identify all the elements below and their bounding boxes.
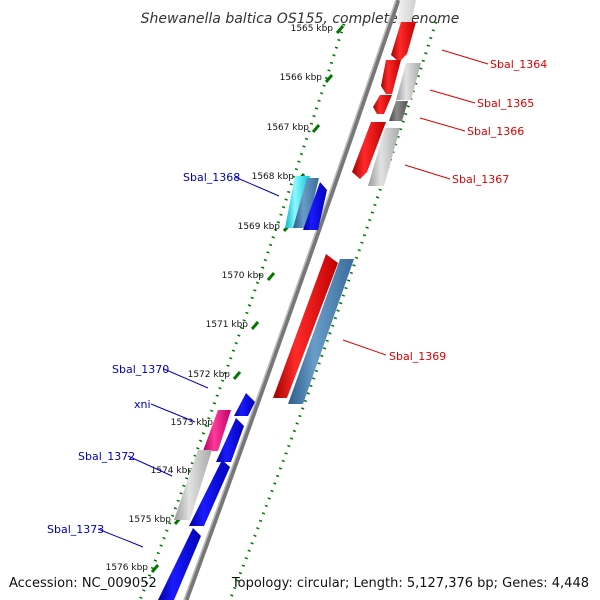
- kbp-tick-mark: [250, 321, 260, 330]
- kbp-tick-mark: [232, 371, 242, 380]
- kbp-tick-label: 1565 kbp: [291, 24, 334, 34]
- genome-backbone: [183, 0, 401, 600]
- genome-summary-text: Topology: circular; Length: 5,127,376 bp…: [231, 576, 589, 591]
- callout-line-sbal-1365: [429, 89, 476, 104]
- kbp-tick-label: 1570 kbp: [222, 271, 265, 281]
- gene-label-sbal-1373[interactable]: Sbal_1373: [47, 523, 104, 536]
- gene-feature-sbal-1369-b: [288, 259, 354, 404]
- gene-feature-sbal-1366-b: [389, 101, 408, 121]
- kbp-tick-label: 1571 kbp: [206, 320, 249, 330]
- callout-line-sbal-1372: [127, 455, 173, 477]
- kbp-tick-mark: [335, 25, 345, 34]
- map-title: Shewanella baltica OS155, complete genom…: [141, 11, 460, 27]
- kbp-tick-mark: [324, 74, 334, 83]
- kbp-tick-label: 1568 kbp: [252, 172, 295, 182]
- callout-line-sbal-1364: [441, 49, 489, 65]
- kbp-tick-label: 1574 kbp: [151, 466, 194, 476]
- kbp-tick-label: 1569 kbp: [238, 222, 281, 232]
- gene-feature-sbal-1367-a: [352, 122, 386, 179]
- genome-backbone-highlight: [183, 0, 397, 600]
- gene-label-sbal-1366[interactable]: Sbal_1366: [467, 125, 524, 138]
- gene-label-sbal-1368[interactable]: Sbal_1368: [183, 171, 240, 184]
- callout-line-sbal-1367: [404, 164, 451, 180]
- gene-label-sbal-1372[interactable]: Sbal_1372: [78, 450, 135, 463]
- gene-label-sbal-1364[interactable]: Sbal_1364: [490, 58, 547, 71]
- kbp-tick-mark: [311, 124, 321, 133]
- kbp-tick-label: 1567 kbp: [267, 123, 310, 133]
- kbp-tick-label: 1573 kbp: [171, 418, 214, 428]
- gene-feature-sbal-1368-c: [303, 182, 327, 230]
- gene-feature-sbal-1364: [391, 22, 416, 62]
- gene-label-sbal-1365[interactable]: Sbal_1365: [477, 97, 534, 110]
- callout-line-sbal-1368: [234, 176, 280, 197]
- gene-feature-sbal-1373: [158, 528, 201, 600]
- gene-feature-sbal-1364-top: [396, 0, 416, 24]
- tick-layer: 1565 kbp 1566 kbp 1567 kbp 1568 kbp 1569 kbp…: [106, 24, 345, 573]
- kbp-tick-mark: [266, 272, 276, 281]
- gene-label-sbal-1369[interactable]: Sbal_1369: [389, 350, 446, 363]
- gene-feature-sbal-1370: [234, 393, 255, 416]
- callout-line-sbal-1373: [97, 528, 144, 548]
- kbp-tick-label: 1575 kbp: [129, 515, 172, 525]
- gene-label-sbal-1367[interactable]: Sbal_1367: [452, 173, 509, 186]
- gene-feature-xni-b: [216, 418, 244, 462]
- gene-feature-sbal-1369: [273, 254, 338, 398]
- kbp-tick-label: 1572 kbp: [188, 370, 231, 380]
- callout-lines: [97, 49, 489, 548]
- gene-label-xni[interactable]: xni: [134, 398, 151, 411]
- left-scale-track: [138, 23, 346, 600]
- gene-feature-xni: [203, 410, 231, 451]
- accession-text: Accession: NC_009052: [9, 576, 157, 591]
- callout-line-xni: [150, 403, 196, 423]
- callout-line-sbal-1366: [419, 117, 466, 132]
- gene-feature-sbal-1368-a: [285, 176, 310, 228]
- gene-feature-sbal-1372-b: [189, 460, 230, 526]
- gene-feature-sbal-1365-b: [396, 63, 421, 100]
- gene-feature-sbal-1366-a: [373, 95, 392, 114]
- gene-label-sbal-1370[interactable]: Sbal_1370: [112, 363, 169, 376]
- gene-feature-sbal-1368-b: [293, 178, 319, 228]
- kbp-tick-label: 1566 kbp: [280, 73, 323, 83]
- kbp-tick-mark: [150, 564, 160, 573]
- callout-line-sbal-1370: [163, 368, 209, 389]
- callout-line-sbal-1369: [342, 339, 387, 356]
- kbp-tick-label: 1576 kbp: [106, 563, 149, 573]
- gene-feature-sbal-1372-a: [174, 450, 212, 520]
- gene-feature-sbal-1365-a: [381, 60, 401, 94]
- gene-feature-sbal-1367-b: [368, 128, 400, 186]
